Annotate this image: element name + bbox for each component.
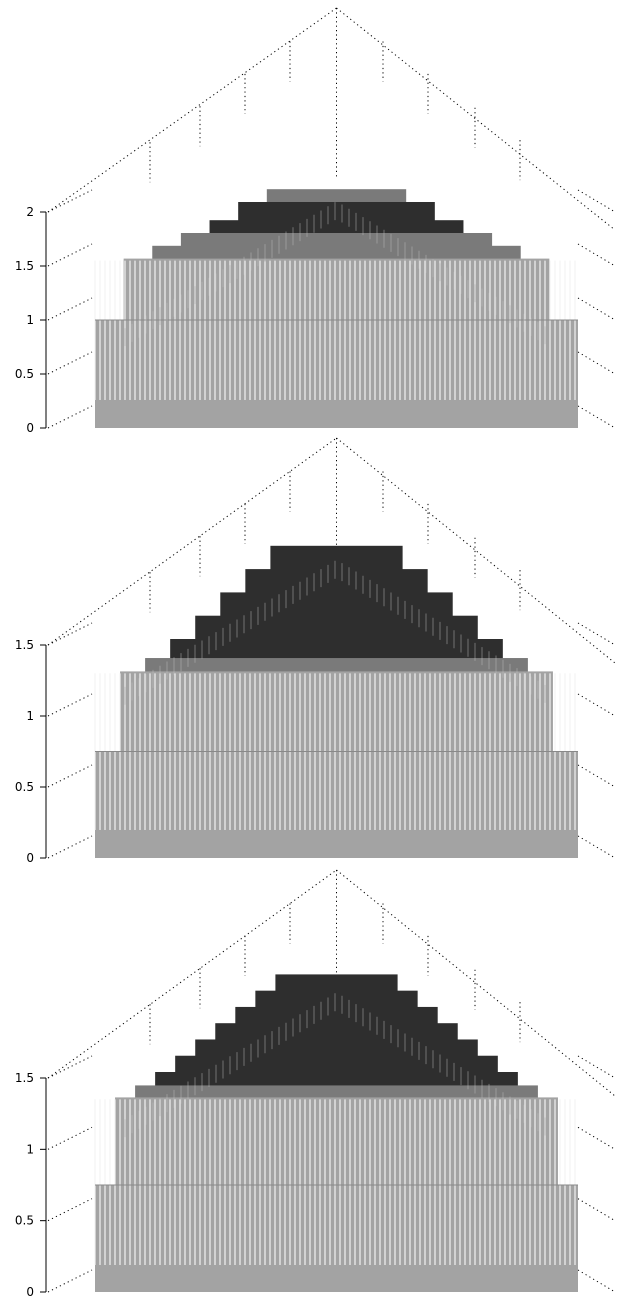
- z-tick-label: 0: [26, 851, 34, 865]
- grid-line: [577, 622, 616, 646]
- grid-line: [577, 297, 616, 321]
- grid-line: [577, 405, 616, 429]
- z-tick-label: 1.5: [15, 1071, 34, 1085]
- bar-block: [145, 658, 528, 674]
- grid-line: [47, 189, 93, 213]
- grid-line: [577, 764, 616, 788]
- grid-line: [47, 7, 337, 213]
- bar-block: [170, 639, 503, 663]
- z-tick-label: 1: [26, 313, 34, 327]
- grid-line: [577, 1269, 616, 1293]
- grid-line: [577, 835, 616, 859]
- z-tick-label: 1: [26, 1142, 34, 1156]
- grid-line: [577, 693, 616, 717]
- grid-line: [47, 437, 337, 646]
- grid-line: [47, 405, 93, 429]
- z-tick-label: 0.5: [15, 780, 34, 794]
- bar-block: [180, 233, 493, 250]
- z-tick-label: 2: [26, 205, 34, 219]
- bar-block: [135, 1085, 538, 1100]
- grid-line: [47, 835, 93, 859]
- grid-line: [577, 1126, 616, 1150]
- bar-block: [152, 245, 521, 261]
- z-tick-label: 0.5: [15, 1214, 34, 1228]
- z-tick-label: 1.5: [15, 259, 34, 273]
- grid-line: [47, 622, 93, 646]
- grid-line: [47, 764, 93, 788]
- grid-line: [47, 1198, 93, 1222]
- panel-1: 0 0.5 1 1.5 2: [15, 7, 616, 435]
- grid-line: [47, 1269, 93, 1293]
- z-tick-label: 0: [26, 1285, 34, 1299]
- grid-line: [47, 243, 93, 267]
- z-tick-label: 1: [26, 709, 34, 723]
- z-tick-label: 0.5: [15, 367, 34, 381]
- grid-line: [47, 1126, 93, 1150]
- bar-block: [155, 1072, 518, 1090]
- z-tick-label: 0: [26, 421, 34, 435]
- bar-block: [120, 671, 553, 752]
- panel-3: 0 0.5 1 1.5: [15, 869, 616, 1299]
- grid-line: [577, 351, 616, 375]
- grid-line: [577, 1055, 616, 1079]
- grid-line: [47, 693, 93, 717]
- z-tick-label: 1.5: [15, 638, 34, 652]
- grid-line: [47, 297, 93, 321]
- grid-line: [577, 1198, 616, 1222]
- grid-line: [47, 351, 93, 375]
- panel-2: 0 0.5 1 1.5: [15, 437, 616, 865]
- grid-line: [577, 189, 616, 213]
- bar-block: [115, 1097, 558, 1185]
- grid-line: [577, 243, 616, 267]
- grid-line: [47, 1055, 93, 1079]
